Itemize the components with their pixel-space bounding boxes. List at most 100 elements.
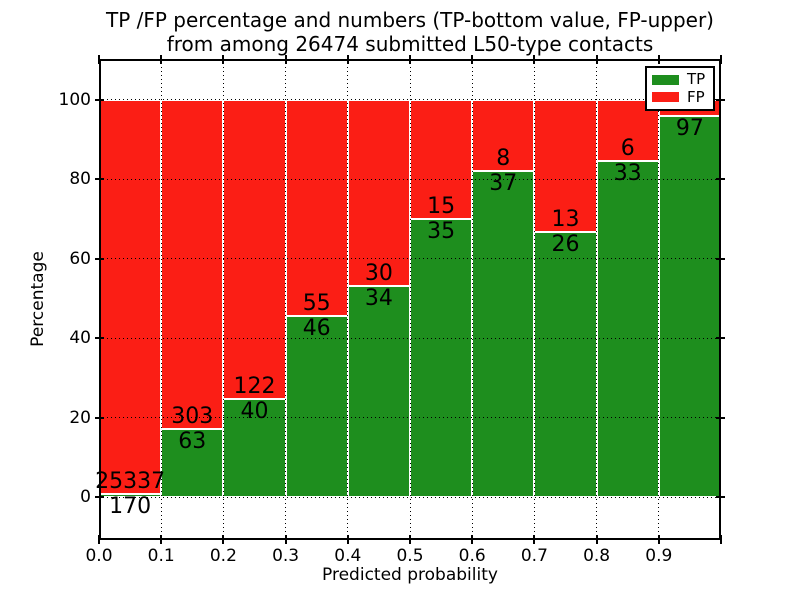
y-tick-mark: [95, 178, 104, 181]
chart-title-line1: TP /FP percentage and numbers (TP-bottom…: [106, 8, 714, 32]
bar-segment-fp: [161, 99, 224, 429]
vertical-gridline: [471, 59, 473, 540]
fp-count-label: 30: [364, 261, 393, 287]
y-tick-mark-right: [716, 416, 725, 419]
x-tick-label: 0.8: [583, 546, 611, 566]
vertical-gridline: [160, 59, 162, 540]
tp-count-label: 26: [551, 232, 580, 258]
y-tick-label: 80: [69, 169, 91, 190]
bar-segment-fp: [285, 99, 348, 317]
bar-segment-tp: [596, 161, 659, 498]
y-tick-mark-right: [716, 257, 725, 260]
x-tick-mark-top: [720, 55, 722, 64]
fp-count-label: 8: [496, 145, 511, 171]
bar-segment-tp: [534, 232, 597, 498]
bar-segment-tp: [472, 170, 535, 498]
legend-label: TP: [687, 70, 706, 89]
x-tick-mark-top: [595, 55, 598, 64]
tp-count-label: 35: [427, 219, 456, 245]
bar-segment-fp: [347, 99, 410, 287]
tp-count-label: 37: [489, 170, 518, 196]
legend-row: TP: [652, 72, 708, 87]
x-tick-mark-top: [471, 55, 474, 64]
bar-segment-tp: [658, 115, 721, 498]
vertical-gridline: [658, 59, 660, 540]
vertical-gridline: [596, 59, 598, 540]
x-tick-mark: [471, 535, 474, 544]
tp-count-label: 170: [109, 494, 152, 520]
x-tick-label: 0.2: [209, 546, 237, 566]
vertical-gridline: [285, 59, 287, 540]
tp-count-label: 97: [675, 115, 704, 141]
y-tick-mark-right: [716, 178, 725, 181]
x-tick-label: 0.7: [520, 546, 548, 566]
bar-segment-fp: [223, 99, 286, 399]
bar-segment-tp: [285, 316, 348, 498]
x-tick-mark: [533, 535, 536, 544]
y-tick-mark-right: [716, 337, 725, 340]
horizontal-gridline: [99, 496, 721, 498]
x-tick-label: 0.6: [458, 546, 486, 566]
vertical-gridline: [409, 59, 411, 540]
fp-count-label: 6: [620, 136, 635, 162]
vertical-gridline: [222, 59, 224, 540]
x-tick-mark-top: [346, 55, 349, 64]
fp-count-label: 13: [551, 207, 580, 233]
x-tick-mark: [409, 535, 411, 544]
tp-count-label: 40: [240, 398, 269, 424]
y-tick-label: 60: [69, 248, 91, 269]
y-tick-mark: [95, 98, 104, 101]
chart-title: TP /FP percentage and numbers (TP-bottom…: [99, 8, 721, 56]
x-tick-mark: [160, 535, 163, 544]
x-tick-mark: [222, 535, 225, 544]
legend-swatch-tp: [652, 74, 679, 85]
legend-swatch-fp: [652, 92, 679, 103]
y-tick-label: 0: [80, 487, 91, 508]
y-tick-label: 20: [69, 407, 91, 428]
x-tick-mark: [346, 535, 349, 544]
legend-row: FP: [652, 87, 708, 106]
x-tick-mark-top: [284, 55, 287, 64]
x-tick-mark-top: [98, 55, 100, 64]
y-tick-label: 100: [58, 89, 91, 110]
horizontal-gridline: [99, 417, 721, 419]
y-tick-mark-right: [716, 98, 725, 101]
x-tick-mark-top: [160, 55, 163, 64]
fp-count-label: 303: [171, 403, 214, 429]
tp-count-label: 33: [613, 161, 642, 187]
x-axis-label: Predicted probability: [322, 565, 498, 585]
x-tick-mark-top: [409, 55, 411, 64]
legend-label: FP: [687, 87, 705, 106]
y-tick-label: 40: [69, 328, 91, 349]
horizontal-gridline: [99, 258, 721, 260]
fp-count-label: 122: [233, 373, 276, 399]
y-tick-mark: [95, 416, 104, 419]
x-tick-mark: [720, 535, 722, 544]
bar-segment-fp: [472, 99, 535, 171]
x-tick-mark: [284, 535, 287, 544]
bar-segment-fp: [410, 99, 473, 220]
y-tick-mark: [95, 337, 104, 340]
bar-segment-tp: [223, 398, 286, 498]
x-tick-mark: [595, 535, 598, 544]
x-tick-label: 0.4: [334, 546, 362, 566]
bar-segment-fp: [99, 99, 162, 495]
legend: TP FP: [645, 66, 715, 111]
fp-count-label: 25337: [95, 469, 166, 495]
x-tick-mark-top: [533, 55, 536, 64]
horizontal-gridline: [99, 99, 721, 101]
bar-segment-fp: [534, 99, 597, 233]
vertical-gridline: [533, 59, 535, 540]
x-tick-label: 0.1: [147, 546, 175, 566]
fp-count-label: 15: [427, 194, 456, 220]
x-tick-mark: [98, 535, 100, 544]
x-tick-label: 0.5: [396, 546, 424, 566]
y-tick-mark-right: [716, 496, 725, 499]
fp-count-label: 55: [302, 291, 331, 317]
plot-area: 25337 170 303 63 122 40 55 46 30 34 15 35 8 37 13 26 6 33…: [95, 59, 721, 540]
tp-count-label: 46: [302, 316, 331, 342]
bar-segment-tp: [410, 219, 473, 498]
chart-title-line2: from among 26474 submitted L50-type cont…: [166, 32, 654, 56]
x-tick-mark: [657, 535, 660, 544]
